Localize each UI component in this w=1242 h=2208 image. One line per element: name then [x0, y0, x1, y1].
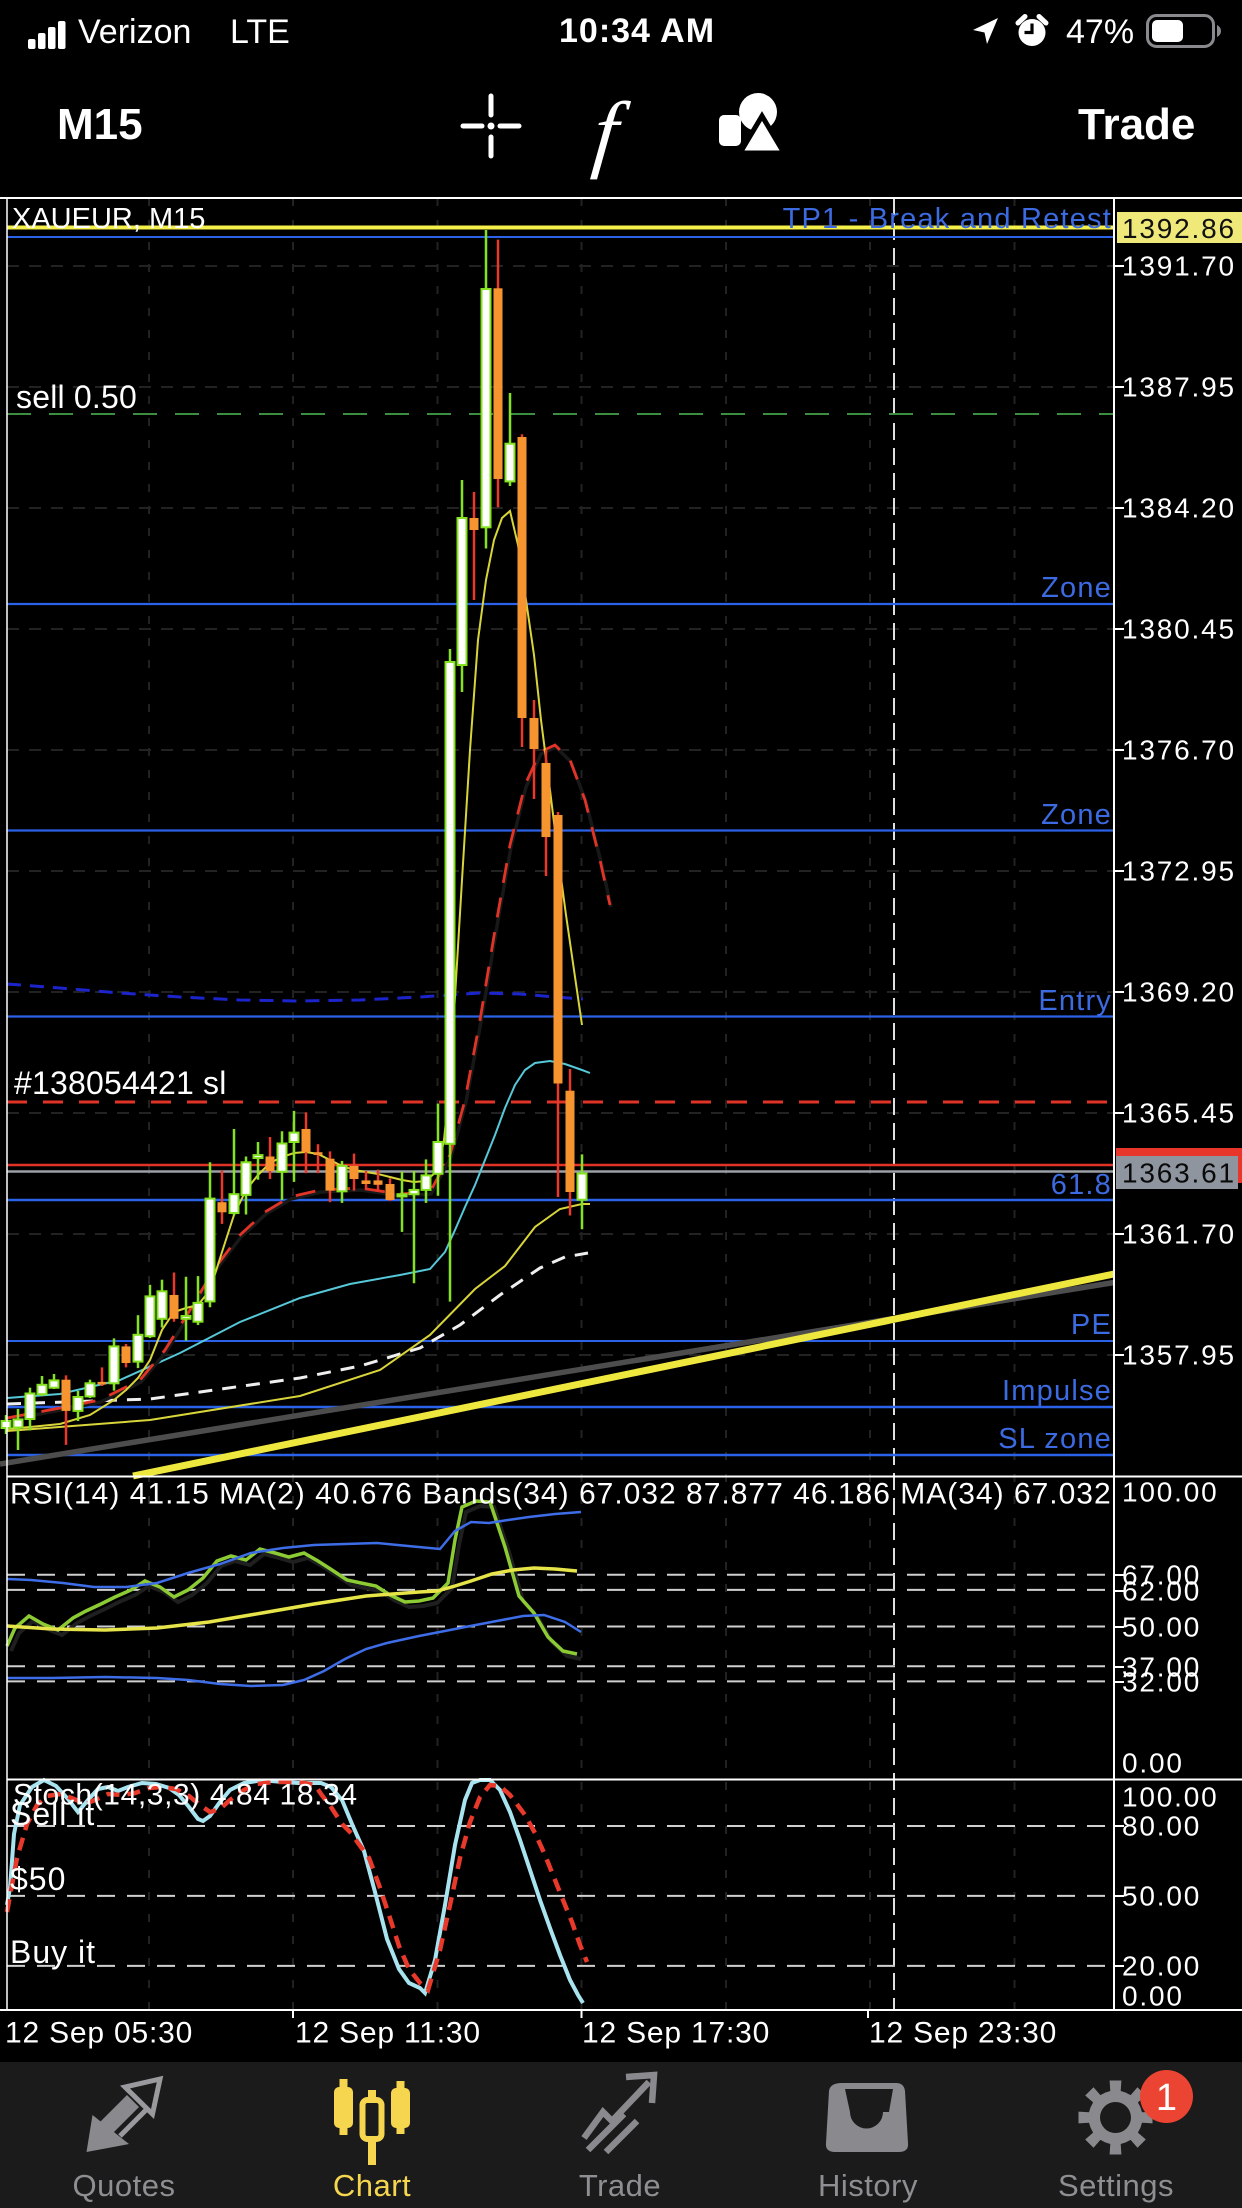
svg-text:Impulse: Impulse	[1002, 1375, 1112, 1407]
svg-text:1391.70: 1391.70	[1122, 251, 1236, 282]
svg-text:1369.20: 1369.20	[1122, 977, 1236, 1008]
svg-text:Zone: Zone	[1041, 572, 1112, 604]
svg-text:1: 1	[1156, 2077, 1177, 2119]
svg-text:62.00: 62.00	[1122, 1576, 1201, 1607]
svg-text:RSI(14) 41.15 MA(2) 40.676 Ban: RSI(14) 41.15 MA(2) 40.676 Bands(34) 67.…	[10, 1478, 1112, 1511]
svg-text:$50: $50	[10, 1861, 66, 1897]
svg-text:Sell it: Sell it	[10, 1796, 95, 1832]
svg-text:XAUEUR, M15: XAUEUR, M15	[12, 203, 205, 235]
svg-text:SL zone: SL zone	[998, 1423, 1112, 1455]
svg-text:1357.95: 1357.95	[1122, 1340, 1236, 1371]
svg-text:1384.20: 1384.20	[1122, 493, 1236, 524]
svg-text:50.00: 50.00	[1122, 1881, 1201, 1912]
svg-text:12 Sep 05:30: 12 Sep 05:30	[5, 2017, 193, 2050]
svg-text:12 Sep 17:30: 12 Sep 17:30	[582, 2017, 770, 2050]
svg-text:sell 0.50: sell 0.50	[16, 379, 137, 415]
svg-text:1392.86: 1392.86	[1122, 213, 1236, 244]
svg-text:1387.95: 1387.95	[1122, 372, 1236, 403]
svg-text:1363.61: 1363.61	[1122, 1158, 1236, 1189]
svg-text:Buy it: Buy it	[10, 1934, 96, 1970]
svg-text:32.00: 32.00	[1122, 1667, 1201, 1698]
svg-text:12 Sep 23:30: 12 Sep 23:30	[869, 2017, 1057, 2050]
svg-text:PE: PE	[1071, 1309, 1112, 1341]
svg-text:20.00: 20.00	[1122, 1951, 1201, 1982]
svg-text:67.00: 67.00	[1122, 1560, 1201, 1591]
svg-text:#138054421 sl: #138054421 sl	[14, 1065, 227, 1101]
svg-text:37.00: 37.00	[1122, 1652, 1201, 1683]
svg-text:80.00: 80.00	[1122, 1811, 1201, 1842]
svg-text:12 Sep 11:30: 12 Sep 11:30	[295, 2017, 481, 2050]
svg-text:Stoch(14,3,3) 4.84 18.34: Stoch(14,3,3) 4.84 18.34	[13, 1779, 358, 1812]
svg-text:100.00: 100.00	[1122, 1477, 1218, 1508]
svg-text:1376.70: 1376.70	[1122, 735, 1236, 766]
svg-text:0.00: 0.00	[1122, 1748, 1184, 1779]
svg-text:1372.95: 1372.95	[1122, 856, 1236, 887]
svg-text:50.00: 50.00	[1122, 1612, 1201, 1643]
svg-text:1365.45: 1365.45	[1122, 1098, 1236, 1129]
svg-text:1361.70: 1361.70	[1122, 1219, 1236, 1250]
svg-text:0.00: 0.00	[1122, 1981, 1184, 2012]
svg-text:100.00: 100.00	[1122, 1782, 1218, 1813]
svg-text:Entry: Entry	[1038, 985, 1112, 1017]
svg-text:TP1 - Break and Retest: TP1 - Break and Retest	[783, 203, 1112, 235]
svg-text:61.8: 61.8	[1051, 1169, 1112, 1201]
svg-text:1380.45: 1380.45	[1122, 614, 1236, 645]
svg-text:Zone: Zone	[1041, 799, 1112, 831]
